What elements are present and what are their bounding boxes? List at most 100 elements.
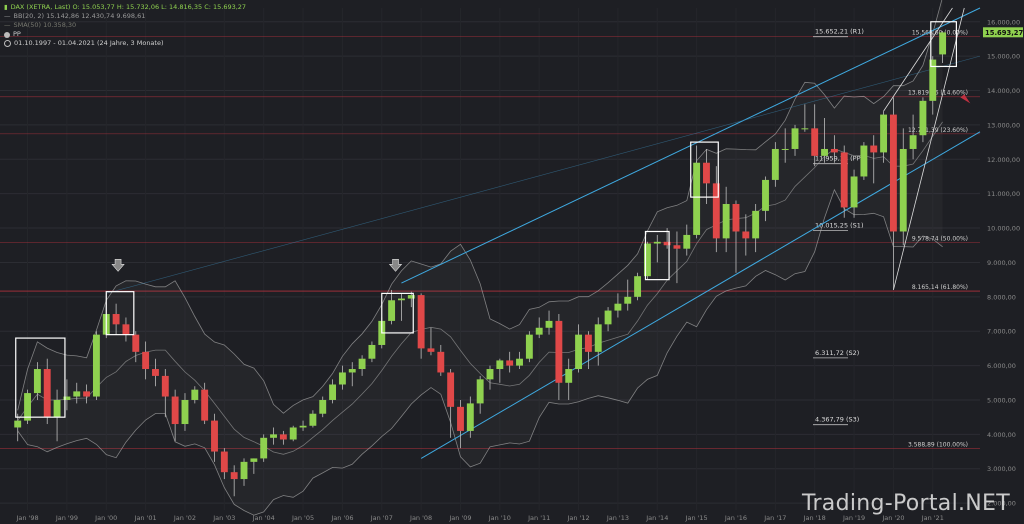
- x-tick-label: Jan '99: [55, 514, 78, 522]
- candle-body: [358, 358, 366, 370]
- last-price-label: 15.693,27: [985, 29, 1024, 37]
- candle-body: [476, 379, 484, 404]
- band-middle: [17, 121, 943, 455]
- watermark-logo: Trading-Portal.NET: [801, 491, 1010, 516]
- x-tick-label: Jan '07: [370, 514, 393, 522]
- candle-body: [575, 334, 582, 370]
- highlight-box: [690, 141, 719, 198]
- x-tick-label: Jan '17: [763, 514, 786, 522]
- candle-body: [240, 461, 248, 480]
- candle-body: [614, 303, 622, 311]
- legend-pp-line: PP: [13, 30, 21, 38]
- highlight-boxes: [15, 21, 957, 418]
- candle-body: [83, 391, 91, 397]
- candle-body: [319, 399, 327, 414]
- candle-body: [703, 162, 710, 184]
- x-tick-label: Jan '98: [15, 514, 38, 522]
- candle-body: [427, 348, 435, 352]
- candle-body: [584, 334, 592, 352]
- bollinger-bands: [17, 0, 943, 516]
- y-tick-label: 15.000,00: [987, 53, 1020, 61]
- fib-label: 13.819,56 (14.60%): [908, 90, 968, 97]
- y-axis: 16.000,00 15.000,00 14.000,00 13.000,00 12.0…: [983, 18, 1024, 508]
- candle-body: [791, 128, 799, 149]
- band-fill: [18, 0, 943, 515]
- candle-body: [653, 241, 661, 244]
- candle-body: [270, 434, 277, 438]
- candle-body: [771, 148, 779, 180]
- candle-body: [398, 298, 405, 301]
- candle-body: [634, 276, 642, 297]
- pivot-label: 10.015,25 (S1): [815, 222, 863, 230]
- candle-body: [73, 391, 81, 397]
- candle-body: [142, 351, 150, 370]
- candle-body: [594, 324, 602, 352]
- x-tick-label: Jan '16: [724, 514, 747, 522]
- line-icon: —: [4, 12, 11, 20]
- candle-body: [161, 375, 169, 397]
- candle-body: [732, 203, 740, 232]
- candle-body: [329, 384, 337, 400]
- candle-body: [112, 314, 120, 325]
- down-arrow-icon: [388, 259, 403, 272]
- candle-body: [368, 344, 376, 359]
- chart-legend: ▮ DAX (XETRA, Last) O: 15.053,77 H: 15.73…: [4, 3, 246, 48]
- candle-body: [555, 320, 563, 383]
- pivot-label: 6.311,72 (S2): [815, 349, 859, 357]
- candle-body: [939, 32, 947, 55]
- x-tick-label: Jan '04: [252, 514, 275, 522]
- candle-body: [466, 403, 474, 431]
- candle-body: [181, 399, 189, 425]
- x-tick-label: Jan '19: [842, 514, 865, 522]
- candle-body: [516, 358, 523, 366]
- candle-body: [712, 183, 720, 239]
- candle-body: [33, 369, 41, 394]
- candle-body: [663, 241, 671, 246]
- x-tick-label: Jan '06: [330, 514, 353, 522]
- candle-body: [122, 324, 130, 335]
- x-tick-label: Jan '12: [566, 514, 589, 522]
- x-axis: Jan '98 Jan '99 Jan '00 Jan '01 Jan '02 Jan '…: [15, 514, 943, 522]
- x-tick-label: Jan '01: [134, 514, 157, 522]
- last-price-tag: [983, 27, 1023, 38]
- x-tick-label: Jan '18: [803, 514, 826, 522]
- y-tick-label: 12.000,00: [987, 156, 1020, 164]
- x-tick-label: Jan '21: [921, 514, 944, 522]
- candle-body: [201, 389, 209, 421]
- red-arrow-icon: [960, 94, 971, 104]
- legend-sma-row: — SMA(50) 10.358,30: [4, 21, 246, 30]
- candle-body: [338, 372, 346, 385]
- candle-body: [417, 295, 425, 349]
- x-tick-label: Jan '05: [291, 514, 314, 522]
- y-tick-label: 10.000,00: [987, 225, 1020, 233]
- y-tick-label: 14.000,00: [987, 87, 1020, 95]
- x-tick-label: Jan '20: [881, 514, 904, 522]
- x-tick-label: Jan '00: [94, 514, 117, 522]
- candle-body: [220, 451, 228, 473]
- candle-body: [742, 231, 750, 239]
- candle-body: [152, 369, 159, 376]
- candle-body: [565, 369, 573, 383]
- y-tick-label: 2.000,00: [987, 500, 1016, 508]
- candle-body: [909, 135, 917, 149]
- x-tick-label: Jan '15: [685, 514, 708, 522]
- candle-body: [437, 351, 445, 373]
- pivot-dot-icon: [4, 31, 10, 38]
- candle-body: [92, 334, 100, 397]
- legend-pp-row: PP: [4, 30, 246, 39]
- candle-body: [53, 399, 61, 418]
- fib-label: 8.165,14 (61.80%): [912, 284, 968, 291]
- channel-lower: [420, 131, 981, 459]
- candles-icon: ▮: [4, 3, 8, 11]
- x-tick-label: Jan '08: [409, 514, 432, 522]
- y-tick-label: 8.000,00: [987, 293, 1016, 301]
- candle-body: [457, 406, 464, 431]
- highlight-box: [381, 292, 414, 334]
- highlight-box: [930, 21, 957, 68]
- x-tick-label: Jan '14: [645, 514, 668, 522]
- band-lower: [17, 188, 943, 516]
- candle-body: [850, 176, 858, 208]
- candle-body: [683, 234, 691, 249]
- y-tick-label: 3.000,00: [987, 465, 1016, 473]
